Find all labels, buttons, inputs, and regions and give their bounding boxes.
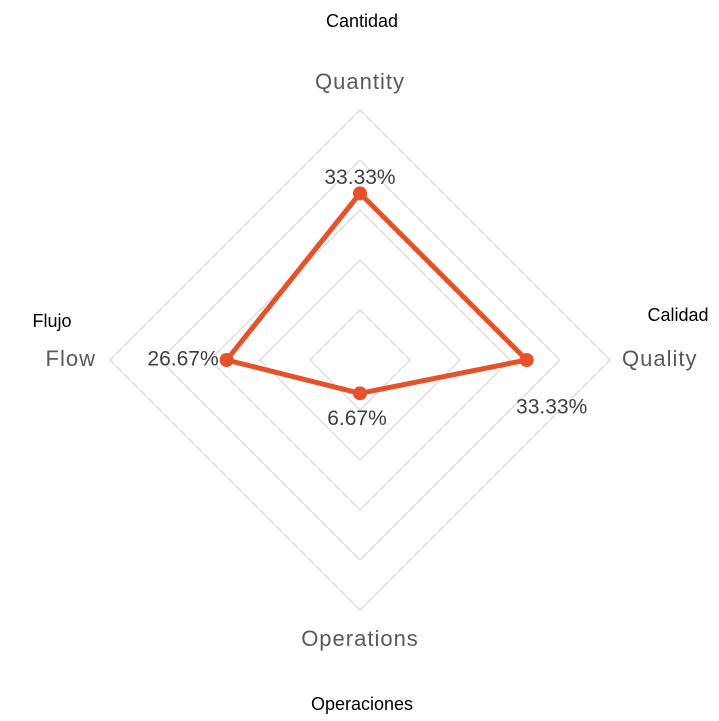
axis-label: Flow <box>46 346 96 371</box>
annotation: Cantidad <box>326 11 398 31</box>
annotation: Calidad <box>647 305 708 325</box>
grid-ring <box>109 109 611 611</box>
value-label: 33.33% <box>324 166 395 189</box>
axis-label: Quality <box>622 346 697 371</box>
annotation: Flujo <box>32 311 71 331</box>
grid-ring <box>309 309 411 411</box>
data-point <box>353 386 367 401</box>
value-label: 26.67% <box>147 348 218 371</box>
data-point <box>519 353 534 367</box>
data-point <box>219 353 234 367</box>
axis-label: Operations <box>301 626 419 651</box>
grid-ring <box>159 159 561 561</box>
annotation: Operaciones <box>311 694 413 714</box>
value-label: 33.33% <box>516 396 587 419</box>
grid-ring <box>259 259 461 461</box>
grid-ring <box>209 209 511 511</box>
value-label: 6.67% <box>327 407 387 430</box>
data-point <box>353 186 367 201</box>
series-line <box>224 190 530 396</box>
axis-label: Quantity <box>315 69 405 94</box>
